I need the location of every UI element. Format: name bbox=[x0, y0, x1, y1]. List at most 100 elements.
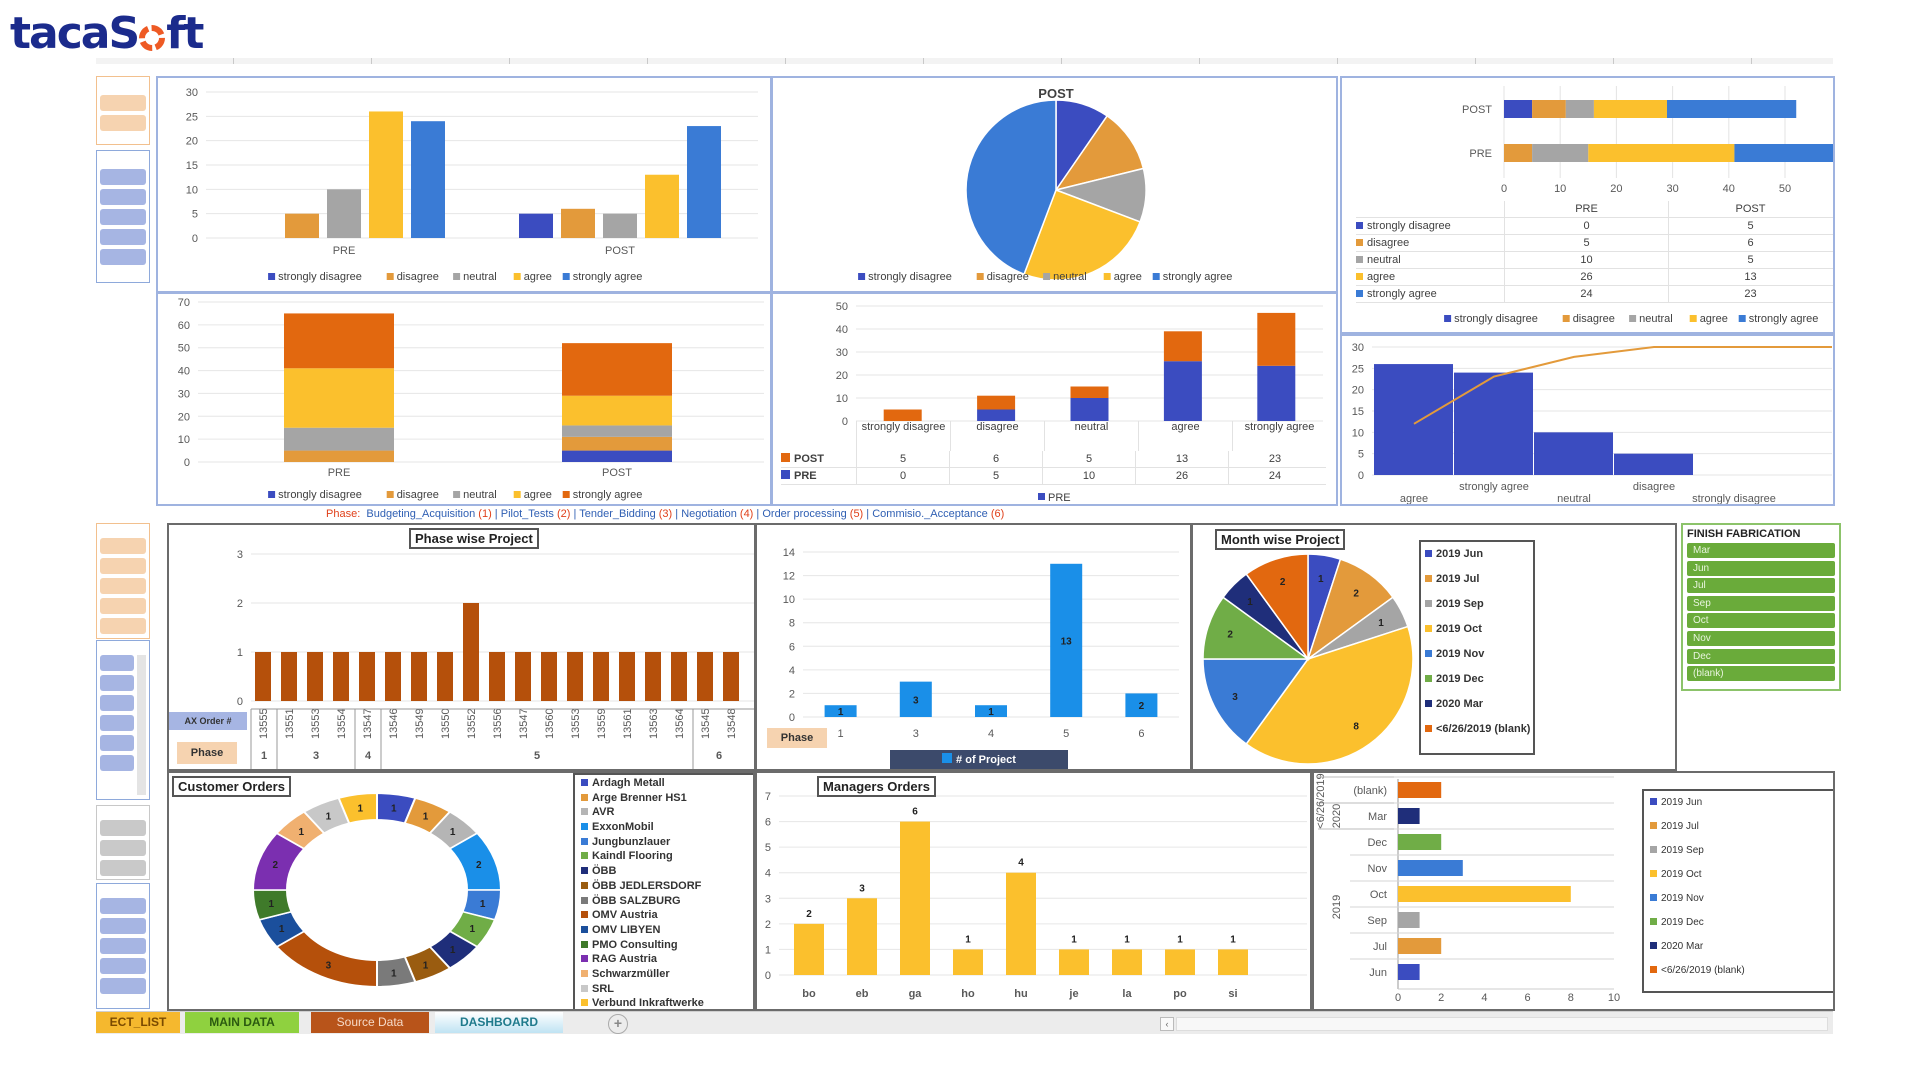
pareto-chart: 0 5 10 15 20 25 30 agree strongly agree neutral di… bbox=[1352, 342, 1832, 505]
x-category-label: agree bbox=[1400, 493, 1428, 505]
slicer-item[interactable] bbox=[100, 918, 146, 934]
bar-segment bbox=[1070, 386, 1109, 398]
slicer-item[interactable] bbox=[100, 209, 146, 225]
bar bbox=[1050, 563, 1083, 717]
slicer-item[interactable] bbox=[100, 978, 146, 994]
slicer-item[interactable]: Jun bbox=[1687, 560, 1835, 576]
x-category-label: eb bbox=[856, 988, 869, 1000]
legend-swatch bbox=[1425, 575, 1432, 582]
phase-filter-button[interactable]: Phase bbox=[177, 742, 237, 764]
add-sheet-button[interactable]: + bbox=[608, 1014, 628, 1034]
legend-item: RAG Austria bbox=[581, 952, 749, 967]
scroll-left-button[interactable]: ‹ bbox=[1160, 1017, 1174, 1031]
bar-segment bbox=[977, 409, 1016, 421]
legend-swatch bbox=[581, 896, 588, 904]
phase-item: Order processing (5) bbox=[762, 508, 863, 520]
legend-label: strongly agree bbox=[573, 271, 643, 283]
slicer-item[interactable] bbox=[100, 598, 146, 614]
slicer-item[interactable] bbox=[100, 675, 134, 691]
slicer-item[interactable] bbox=[100, 715, 134, 731]
x-category-label: strongly disagree bbox=[1692, 493, 1776, 505]
table-cell: 23 bbox=[1228, 451, 1321, 467]
separator: | bbox=[863, 508, 873, 520]
slicer-item[interactable] bbox=[100, 618, 146, 634]
slicer-item[interactable] bbox=[100, 578, 146, 594]
bar bbox=[899, 681, 932, 717]
slicer-item[interactable]: Jul bbox=[1687, 578, 1835, 594]
sheet-tab-source-data[interactable]: Source Data bbox=[311, 1012, 429, 1033]
y-category-label: Sep bbox=[1367, 915, 1387, 927]
slicer-item[interactable] bbox=[100, 229, 146, 245]
slicer-item[interactable] bbox=[100, 840, 146, 856]
separator: | bbox=[570, 508, 580, 520]
sheet-tab-main-data[interactable]: MAIN DATA bbox=[185, 1012, 299, 1033]
data-label: 1 bbox=[391, 804, 397, 815]
bar bbox=[671, 652, 687, 701]
legend-item: 2019 Jun bbox=[1425, 548, 1529, 573]
slicer-item[interactable] bbox=[100, 169, 146, 185]
slicer-item[interactable] bbox=[100, 820, 146, 836]
data-label: 13 bbox=[1061, 636, 1073, 647]
ax-order-field-button[interactable]: AX Order # bbox=[169, 712, 247, 730]
table-cell: 5 bbox=[1668, 252, 1832, 268]
phase-name: Commisio._Acceptance bbox=[872, 508, 988, 520]
legend-label: disagree bbox=[397, 271, 439, 283]
legend-swatch bbox=[1356, 239, 1363, 246]
legend-item: PMO Consulting bbox=[581, 938, 749, 953]
slicer-item[interactable] bbox=[100, 115, 146, 131]
y-tick-label: 0 bbox=[237, 696, 243, 708]
separator: | bbox=[753, 508, 763, 520]
sheet-tab-project-list[interactable]: ECT_LIST bbox=[96, 1012, 180, 1033]
slicer-item[interactable]: Oct bbox=[1687, 613, 1835, 629]
slicer-item[interactable] bbox=[100, 898, 146, 914]
legend-swatch bbox=[1629, 315, 1637, 322]
sheet-tab-dashboard[interactable]: DASHBOARD bbox=[435, 1012, 563, 1033]
legend-label: 2019 Dec bbox=[1661, 917, 1704, 928]
slicer-item[interactable] bbox=[100, 735, 134, 751]
slicer-item[interactable] bbox=[100, 755, 134, 771]
legend-item: 2019 Oct bbox=[1650, 869, 1833, 893]
table-row-label: disagree bbox=[1356, 235, 1504, 251]
pie-slice bbox=[1245, 625, 1414, 765]
legend-label: 2019 Sep bbox=[1661, 845, 1704, 856]
phase-filter-button[interactable]: Phase bbox=[767, 728, 827, 748]
y-category-label: PRE bbox=[1469, 148, 1492, 160]
bar-segment bbox=[1257, 365, 1296, 421]
x-category-label: 4 bbox=[988, 728, 994, 740]
y-tick-label: 10 bbox=[1352, 427, 1364, 439]
table-row-label: strongly agree bbox=[1356, 286, 1504, 302]
logo-text-start: tacaS bbox=[10, 8, 140, 59]
slicer-item[interactable] bbox=[100, 538, 146, 554]
slicer-scrollbar[interactable] bbox=[137, 655, 146, 795]
data-label: 1 bbox=[965, 934, 971, 945]
slicer-item[interactable]: Mar bbox=[1687, 543, 1835, 558]
table-row-label: PRE bbox=[781, 468, 856, 484]
slicer-item[interactable] bbox=[100, 958, 146, 974]
legend-label: ÖBB JEDLERSDORF bbox=[592, 879, 702, 892]
legend-swatch bbox=[1038, 493, 1045, 500]
horizontal-scrollbar[interactable] bbox=[1176, 1017, 1828, 1031]
customer-orders-panel: 1 1 1 2 1 1 1 1 1 3 1 1 2 1 1 1 Customer Orders Ardagh … bbox=[167, 771, 755, 1011]
slicer-item[interactable] bbox=[100, 558, 146, 574]
slicer-item[interactable] bbox=[100, 695, 134, 711]
y-category-label: POST bbox=[1462, 104, 1492, 116]
order-number-label: 13551 bbox=[284, 708, 296, 739]
slicer-item[interactable]: Sep bbox=[1687, 595, 1835, 611]
y-tick-label: 25 bbox=[186, 111, 198, 123]
slicer-item[interactable] bbox=[100, 249, 146, 265]
slicer-item[interactable]: (blank) bbox=[1687, 666, 1835, 682]
legend-swatch bbox=[581, 779, 588, 786]
slicer-item[interactable]: Nov bbox=[1687, 630, 1835, 646]
slicer-item[interactable] bbox=[100, 95, 146, 111]
slicer-item[interactable] bbox=[100, 189, 146, 205]
slicer-item[interactable] bbox=[100, 860, 146, 876]
legend-swatch bbox=[1425, 600, 1432, 607]
chart-title: POST bbox=[1038, 86, 1073, 101]
slicer-item[interactable] bbox=[100, 655, 134, 671]
phase-item: Negotiation (4) bbox=[681, 508, 753, 520]
slicer-item[interactable]: Dec bbox=[1687, 648, 1835, 664]
slicer-item[interactable] bbox=[100, 938, 146, 954]
separator: | bbox=[491, 508, 501, 520]
bar bbox=[281, 652, 297, 701]
series-name: strongly disagree bbox=[1367, 220, 1451, 232]
